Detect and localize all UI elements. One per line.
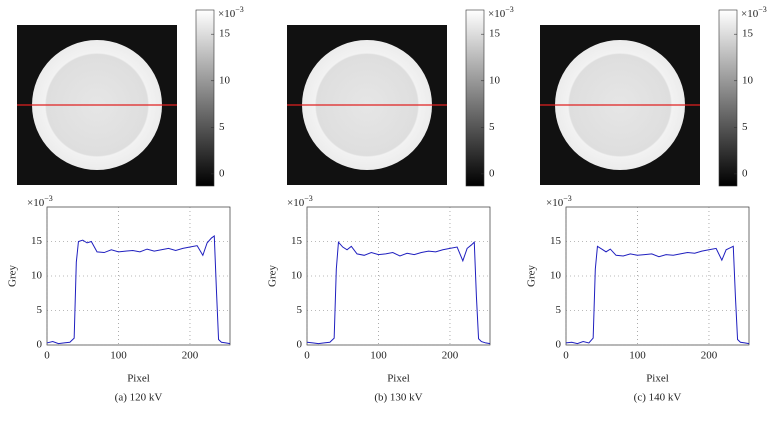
- profile-curve: [306, 240, 491, 345]
- x-tick-label: 0: [304, 350, 310, 362]
- x-tick-label: 0: [44, 350, 50, 362]
- y-tick-label: 0: [37, 339, 43, 351]
- y-tick-label: 10: [31, 270, 43, 282]
- caption: (a) 120 kV: [115, 392, 163, 404]
- multiplier: ×10−3: [287, 194, 313, 209]
- multiplier-exp: −3: [235, 5, 244, 14]
- x-tick-label: 100: [370, 350, 387, 362]
- colorbar-tick-label: 5: [219, 121, 225, 133]
- x-axis-label: Pixel: [387, 373, 410, 385]
- colorbar-tick-label: 0: [489, 167, 495, 179]
- multiplier: ×10−3: [741, 5, 767, 20]
- y-tick-label: 15: [291, 235, 303, 247]
- multiplier-exp: −3: [563, 194, 572, 203]
- colorbar-tick-label: 5: [742, 121, 748, 133]
- colorbar-tick-label: 15: [219, 28, 231, 40]
- profile-curve: [565, 245, 750, 345]
- y-tick-label: 5: [297, 304, 303, 316]
- colorbar-tick-label: 0: [219, 167, 225, 179]
- multiplier: ×10−3: [218, 5, 244, 20]
- multiplier-base: ×10: [741, 8, 759, 20]
- x-tick-label: 0: [563, 350, 569, 362]
- colorbar-tick-label: 5: [489, 121, 495, 133]
- x-axis-label: Pixel: [646, 373, 669, 385]
- colorbar: [195, 9, 215, 187]
- y-tick-label: 5: [37, 304, 43, 316]
- x-axis-label: Pixel: [127, 373, 150, 385]
- multiplier-exp: −3: [505, 5, 514, 14]
- colorbar-tick-label: 10: [489, 74, 501, 86]
- y-tick-label: 15: [550, 235, 562, 247]
- colorbar-tick-label: 10: [742, 74, 754, 86]
- y-tick-label: 5: [556, 304, 562, 316]
- x-tick-label: 200: [442, 350, 459, 362]
- x-tick-label: 100: [110, 350, 127, 362]
- multiplier-base: ×10: [287, 197, 305, 209]
- colorbar-tick-label: 15: [742, 28, 754, 40]
- multiplier: ×10−3: [27, 194, 53, 209]
- caption: (c) 140 kV: [634, 392, 682, 404]
- y-tick-label: 10: [291, 270, 303, 282]
- colorbar-tick-label: 10: [219, 74, 231, 86]
- caption: (b) 130 kV: [374, 392, 422, 404]
- multiplier-exp: −3: [758, 5, 767, 14]
- colorbar: [718, 9, 738, 187]
- multiplier-base: ×10: [488, 8, 506, 20]
- y-axis-label: Grey: [7, 265, 19, 287]
- colorbar: [465, 9, 485, 187]
- y-tick-label: 0: [556, 339, 562, 351]
- multiplier-base: ×10: [218, 8, 236, 20]
- multiplier-exp: −3: [44, 194, 53, 203]
- x-tick-label: 200: [182, 350, 199, 362]
- multiplier-base: ×10: [546, 197, 564, 209]
- multiplier: ×10−3: [488, 5, 514, 20]
- y-axis-label: Grey: [526, 265, 538, 287]
- y-tick-label: 10: [550, 270, 562, 282]
- multiplier-base: ×10: [27, 197, 45, 209]
- y-axis-label: Grey: [267, 265, 279, 287]
- multiplier-exp: −3: [304, 194, 313, 203]
- profile-curve: [46, 235, 231, 345]
- x-tick-label: 100: [629, 350, 646, 362]
- colorbar-tick-label: 15: [489, 28, 501, 40]
- multiplier: ×10−3: [546, 194, 572, 209]
- y-tick-label: 15: [31, 235, 43, 247]
- x-tick-label: 200: [701, 350, 718, 362]
- y-tick-label: 0: [297, 339, 303, 351]
- colorbar-tick-label: 0: [742, 167, 748, 179]
